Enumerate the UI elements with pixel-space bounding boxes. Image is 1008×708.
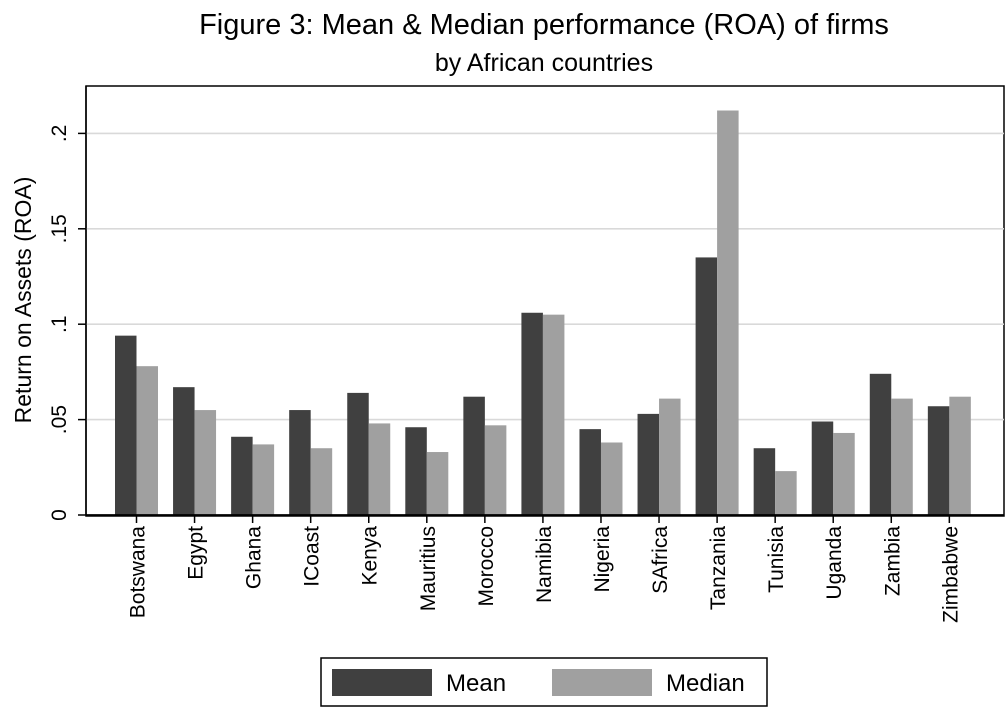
bar-mean-tunisia xyxy=(753,448,776,515)
x-tick-label-mauritius: Mauritius xyxy=(417,526,440,611)
x-tick-label-kenya: Kenya xyxy=(359,526,382,586)
y-tick-label: .05 xyxy=(48,405,71,434)
y-tick-label: .1 xyxy=(48,315,71,333)
bar-median-botswana xyxy=(136,366,158,515)
bar-mean-uganda xyxy=(811,421,834,515)
bar-median-nigeria xyxy=(600,442,623,515)
bar-median-zimbabwe xyxy=(949,396,971,515)
bar-median-egypt xyxy=(194,410,217,515)
legend-label-median: Median xyxy=(666,670,745,697)
x-tick-label-morocco: Morocco xyxy=(475,526,498,607)
bar-median-kenya xyxy=(368,423,391,515)
legend-swatch-mean xyxy=(332,669,432,696)
bar-mean-zimbabwe xyxy=(927,406,950,515)
x-tick-label-botswana: Botswana xyxy=(127,526,150,619)
bar-mean-nigeria xyxy=(579,429,601,515)
bar-mean-morocco xyxy=(463,396,485,515)
bar-mean-namibia xyxy=(521,312,543,515)
legend: Mean Median xyxy=(320,657,768,707)
bar-mean-ghana xyxy=(231,436,253,515)
x-tick-label-namibia: Namibia xyxy=(533,526,556,603)
bar-mean-kenya xyxy=(347,392,369,515)
y-tick-label: 0 xyxy=(48,509,71,521)
bar-median-zambia xyxy=(891,398,913,515)
bar-median-namibia xyxy=(542,314,565,515)
x-tick-label-zimbabwe: Zimbabwe xyxy=(939,526,962,623)
chart-title: Figure 3: Mean & Median performance (ROA… xyxy=(199,9,889,41)
y-axis-label: Return on Assets (ROA) xyxy=(10,177,36,424)
bar-mean-tanzania xyxy=(695,257,718,515)
x-tick-label-tanzania: Tanzania xyxy=(707,526,730,610)
bar-mean-mauritius xyxy=(405,427,427,515)
y-tick-label: .2 xyxy=(48,125,71,143)
x-tick-label-nigeria: Nigeria xyxy=(591,526,614,593)
x-tick-label-zambia: Zambia xyxy=(881,526,904,596)
legend-swatch-median xyxy=(552,669,652,696)
bar-median-uganda xyxy=(833,432,855,515)
x-tick-label-uganda: Uganda xyxy=(823,526,846,600)
x-tick-label-tunisia: Tunisia xyxy=(765,526,788,593)
bar-mean-icoast xyxy=(289,410,311,515)
bar-mean-botswana xyxy=(115,335,137,515)
x-tick-label-egypt: Egypt xyxy=(185,526,208,580)
bar-mean-safrica xyxy=(637,413,660,515)
bar-median-mauritius xyxy=(426,452,449,515)
chart-subtitle: by African countries xyxy=(435,49,653,77)
bar-mean-zambia xyxy=(869,373,892,515)
bar-median-ghana xyxy=(252,444,275,515)
y-tick-label: .15 xyxy=(48,214,71,243)
x-tick-label-ghana: Ghana xyxy=(243,526,266,589)
y-ticks: 0 .05 .1 .15 .2 xyxy=(48,125,86,521)
x-tick-label-icoast: ICoast xyxy=(301,526,324,587)
bar-median-icoast xyxy=(310,448,333,515)
bar-median-tunisia xyxy=(775,471,797,515)
legend-label-mean: Mean xyxy=(446,670,506,697)
x-ticks: Botswana Egypt Ghana ICoast Kenya Mauritius Mo… xyxy=(127,515,962,623)
bar-median-morocco xyxy=(484,425,507,515)
bar-median-tanzania xyxy=(717,110,739,515)
bar-mean-egypt xyxy=(173,387,195,515)
bar-median-safrica xyxy=(659,398,681,515)
x-tick-label-safrica: SAfrica xyxy=(649,526,672,594)
bars-layer xyxy=(115,110,971,515)
